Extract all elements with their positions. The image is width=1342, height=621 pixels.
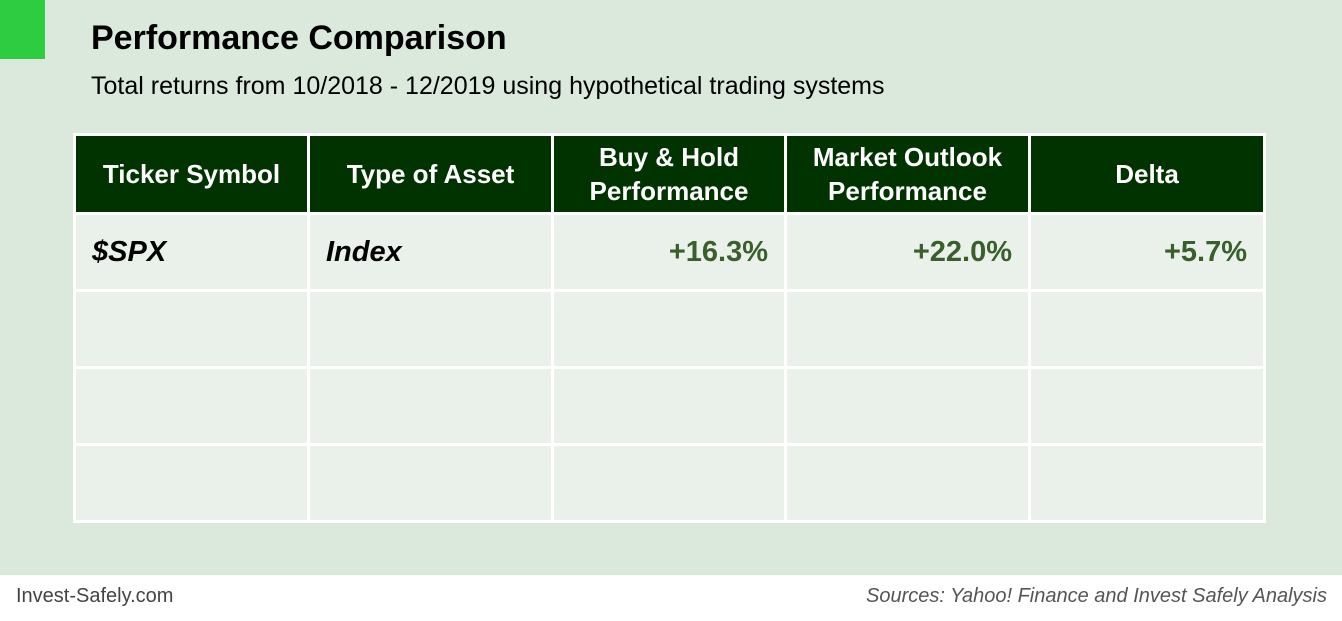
cell-market-outlook <box>784 366 1031 446</box>
table-row <box>73 443 1266 523</box>
header-type-of-asset: Type of Asset <box>307 133 554 215</box>
cell-market-outlook <box>784 289 1031 369</box>
cell-asset-type <box>307 366 554 446</box>
header-market-outlook-line-1: Market Outlook <box>812 142 1003 172</box>
table-row: $SPX Index +16.3% +22.0% +5.7% <box>73 212 1266 292</box>
cell-buy-hold <box>551 289 787 369</box>
accent-bar <box>0 0 45 59</box>
cell-delta <box>1028 366 1266 446</box>
table-row <box>73 289 1266 369</box>
header-type-of-asset-line: Type of Asset <box>346 159 515 189</box>
cell-ticker <box>73 289 310 369</box>
cell-market-outlook <box>784 443 1031 523</box>
cell-delta <box>1028 443 1266 523</box>
header-buy-hold-line-1: Buy & Hold <box>598 142 740 172</box>
cell-delta: +5.7% <box>1028 212 1266 292</box>
cell-ticker <box>73 366 310 446</box>
cell-market-outlook: +22.0% <box>784 212 1031 292</box>
header-delta: Delta <box>1028 133 1266 215</box>
header-market-outlook-line-2: Performance <box>828 176 987 206</box>
cell-buy-hold <box>551 366 787 446</box>
cell-asset-type <box>307 443 554 523</box>
header-delta-line: Delta <box>1115 159 1179 189</box>
header-buy-hold-line-2: Performance <box>589 176 749 206</box>
cell-delta <box>1028 289 1266 369</box>
site-link[interactable]: Invest-Safely.com <box>16 585 174 607</box>
cell-asset-type: Index <box>307 212 554 292</box>
header-ticker-symbol: Ticker Symbol <box>73 133 310 215</box>
header-market-outlook-performance: Market Outlook Performance <box>784 133 1031 215</box>
performance-table: Ticker Symbol Type of Asset Buy & Hold P… <box>73 133 1266 523</box>
sources-note: Sources: Yahoo! Finance and Invest Safel… <box>865 585 1327 607</box>
table-header-row: Ticker Symbol Type of Asset Buy & Hold P… <box>73 133 1266 215</box>
table-row <box>73 366 1266 446</box>
cell-asset-type <box>307 289 554 369</box>
cell-buy-hold <box>551 443 787 523</box>
cell-ticker <box>73 443 310 523</box>
cell-buy-hold: +16.3% <box>551 212 787 292</box>
cell-ticker: $SPX <box>73 212 310 292</box>
page-subtitle: Total returns from 10/2018 - 12/2019 usi… <box>91 72 885 100</box>
header-buy-hold-performance: Buy & Hold Performance <box>551 133 787 215</box>
page-title: Performance Comparison <box>91 19 507 57</box>
header-ticker-symbol-line: Ticker Symbol <box>102 159 281 189</box>
